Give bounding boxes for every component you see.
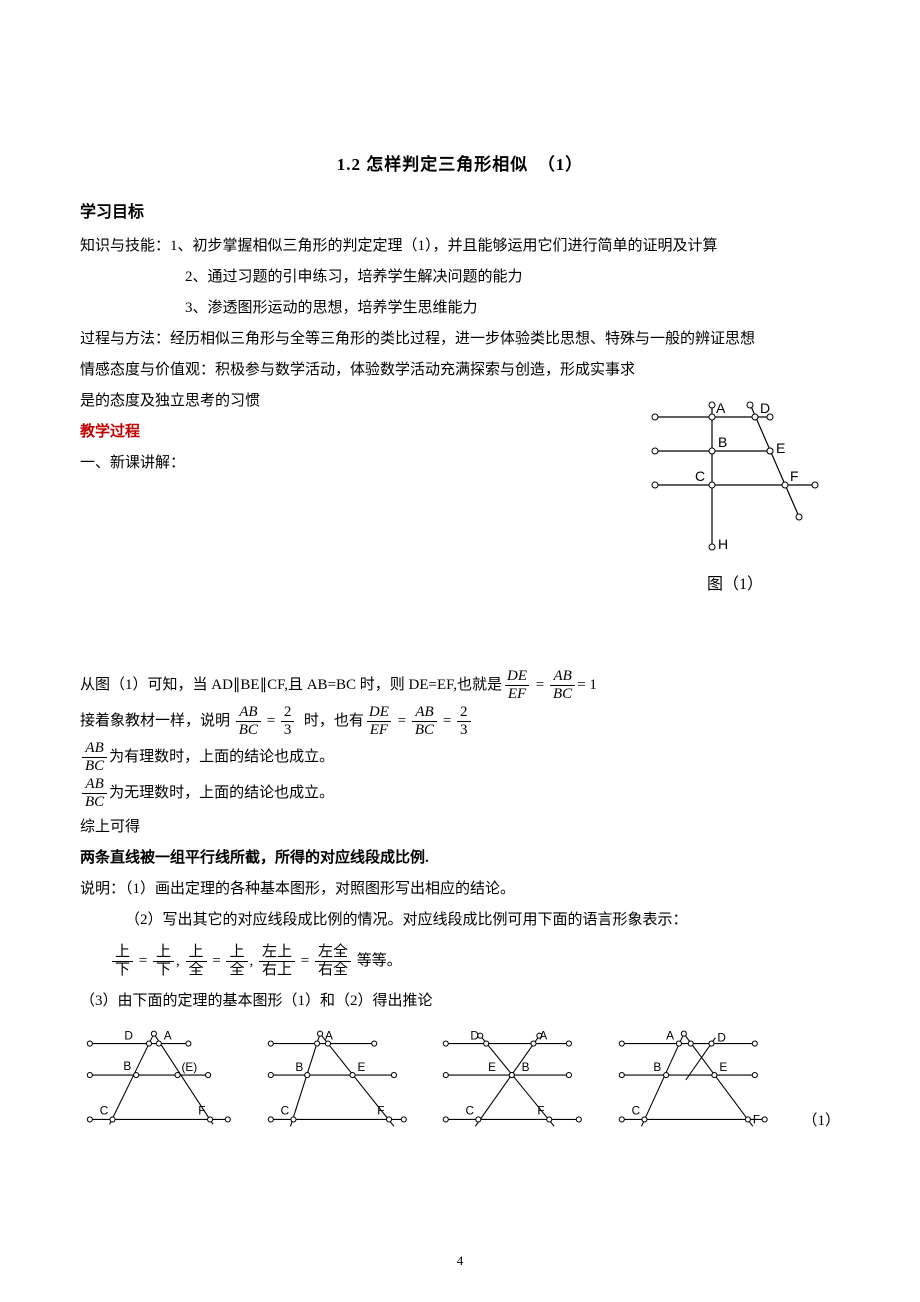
zh-shang-1: 上 [112,944,133,961]
explain1-text: （1）画出定理的各种基本图形，对照图形写出相应的结论。 [125,881,515,897]
frac-de-num: DE [504,668,530,685]
derivation-line5: 综上可得 [80,814,840,841]
derivation-line3: ABBC 为有理数时，上面的结论也成立。 [80,740,840,774]
frac-ab-num3: AB [412,704,436,721]
frac-3-den2: 3 [457,721,471,739]
fig1-label-A: A [716,400,726,416]
sf1-A: A [164,1029,172,1043]
fig1-caption: 图（1） [640,571,830,600]
small-fig-2: A B E C F [256,1025,414,1135]
sf4-A: A [666,1029,674,1043]
zh-shang-3: 上 [186,944,207,961]
sf4-D: D [717,1031,726,1045]
frac-bc-den: BC [550,685,575,703]
sf4-B: B [653,1061,661,1075]
zh-shang-4: 上 [226,944,247,961]
sf4-E: E [719,1061,727,1075]
small-fig-4: A D B E C F [607,1025,775,1135]
frac-bc-den3: BC [412,721,437,739]
sf1-B: B [123,1060,131,1074]
sf3-D: D [471,1029,480,1043]
fig1-label-D: D [760,400,770,416]
frac-bc-den5: BC [82,793,107,811]
zh-xia-2: 下 [153,961,174,979]
ratio-expressions: 上下 = 上下 , 上全 = 上全 , 左上右上 = 左全右全 等等。 [80,944,840,978]
etc-text: 等等。 [357,948,402,975]
sf2-F: F [377,1104,384,1118]
frac-3-den: 3 [281,721,295,739]
frac-bc-den2: BC [236,721,261,739]
sf4-F: F [753,1113,760,1127]
eq1-rhs: = 1 [577,672,597,699]
frac-ab-num: AB [550,668,574,685]
derivation-line2: 接着象教材一样，说明 ABBC = 23 时，也有 DEEF = ABBC = … [80,704,840,738]
sf2-B: B [295,1061,303,1075]
sf1-C: C [100,1104,109,1118]
zh-zuoquan-1: 左全 [315,944,351,961]
zh-xia-1: 下 [112,961,133,979]
zh-quan-2: 全 [226,961,247,979]
fig1-label-H: H [718,536,728,552]
sf3-B: B [522,1061,530,1075]
small-fig-1: D A B (E) C F [80,1025,238,1135]
sf2-E: E [357,1061,365,1075]
goal3a: 情感态度与价值观：积极参与数学活动，体验数学活动充满探索与创造，形成实事求 [80,357,840,384]
explain-line2: （2）写出其它的对应线段成比例的情况。对应线段成比例可用下面的语言形象表示： [80,907,840,934]
goal-heading: 学习目标 [80,199,840,228]
sf3-A: A [540,1029,548,1043]
fig1-label-F: F [790,468,799,484]
sf2-A: A [325,1029,333,1043]
frac-2-num2: 2 [457,704,471,721]
zh-shang-2: 上 [153,944,174,961]
sf1-D: D [124,1029,133,1043]
frac-ef-den: EF [505,685,529,703]
theorem: 两条直线被一组平行线所截，所得的对应线段成比例. [80,845,840,872]
explain-head: 说明： [80,881,125,897]
goal1-line1: 知识与技能：1、初步掌握相似三角形的判定定理（1），并且能够运用它们进行简单的证… [80,233,840,260]
sf2-C: C [280,1104,289,1118]
sf3-F: F [538,1104,545,1118]
zh-zuoshang-1: 左上 [259,944,295,961]
line2-text-mid: 时，也有 [304,708,364,735]
page-title: 1.2 怎样判定三角形相似 （1） [80,150,840,181]
frac-de-num2: DE [366,704,392,721]
goal1-line2: 2、通过习题的引申练习，培养学生解决问题的能力 [80,264,840,291]
figure-row: D A B (E) C F [80,1025,840,1135]
frac-bc-den4: BC [82,757,107,775]
line3-text: 为有理数时，上面的结论也成立。 [109,744,334,771]
frac-ef-den2: EF [367,721,391,739]
frac-ab-num5: AB [82,776,106,793]
sf3-C: C [466,1104,475,1118]
derivation-line4: ABBC 为无理数时，上面的结论也成立。 [80,776,840,810]
sf1-E: (E) [181,1061,197,1075]
frac-ab-num2: AB [236,704,260,721]
page-number: 4 [0,1249,920,1272]
zh-quan-1: 全 [186,961,207,979]
derivation-line1: 从图（1）可知，当 AD∥BE∥CF,且 AB=BC 时，则 DE=EF,也就是… [80,668,840,702]
sf3-E: E [488,1061,496,1075]
figure-1: A D B E C F H 图（1） [640,399,830,600]
goal1-label: 知识与技能： [80,238,170,254]
small-fig-3: D A E B C F [431,1025,589,1135]
zh-youshang-1: 右上 [259,961,295,979]
fig1-label-E: E [776,440,785,456]
frac-2-num: 2 [281,704,295,721]
fig1-label-B: B [718,434,727,450]
explain-line3: （3）由下面的定理的基本图形（1）和（2）得出推论 [80,988,840,1015]
line2-text-a: 接着象教材一样，说明 [80,708,230,735]
line1-text: 从图（1）可知，当 AD∥BE∥CF,且 AB=BC 时，则 DE=EF,也就是 [80,672,502,699]
fig1-label-C: C [695,468,705,484]
explain-line1: 说明：（1）画出定理的各种基本图形，对照图形写出相应的结论。 [80,876,840,903]
sf1-F: F [198,1104,205,1118]
goal1-text1: 1、初步掌握相似三角形的判定定理（1），并且能够运用它们进行简单的证明及计算 [170,238,718,254]
fig-row-label: （1） [802,1108,840,1135]
goal1-line3: 3、渗透图形运动的思想，培养学生思维能力 [80,295,840,322]
line4-text: 为无理数时，上面的结论也成立。 [109,780,334,807]
frac-ab-num4: AB [82,740,106,757]
sf4-C: C [632,1104,641,1118]
goal2: 过程与方法：经历相似三角形与全等三角形的类比过程，进一步体验类比思想、特殊与一般… [80,326,840,353]
zh-youquan-1: 右全 [315,961,351,979]
